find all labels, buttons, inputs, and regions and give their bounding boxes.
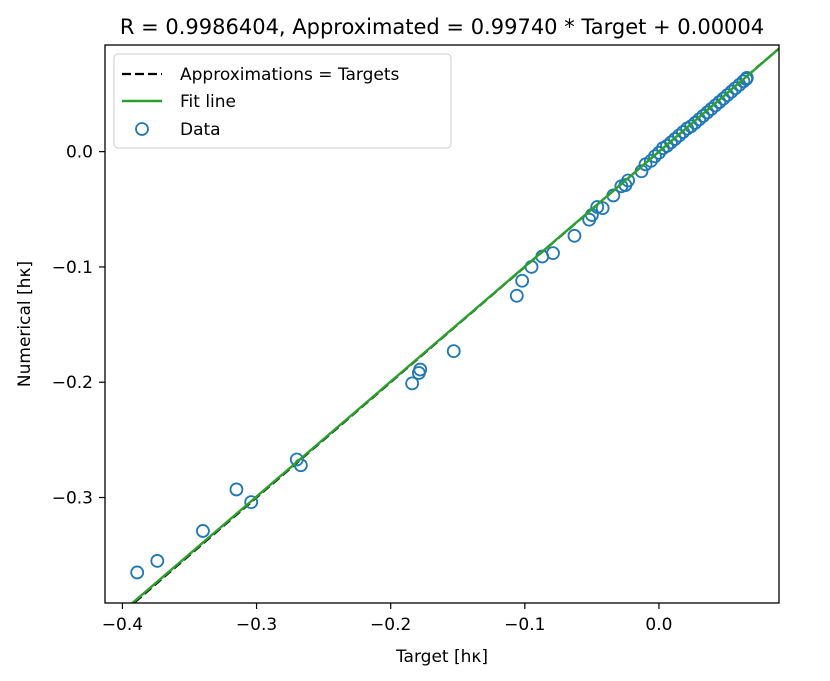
data-point — [546, 246, 560, 260]
data-point — [668, 132, 682, 146]
y-tick-label: −0.2 — [52, 373, 93, 393]
data-point — [652, 145, 666, 160]
data-point — [413, 362, 428, 377]
legend-circle-icon — [135, 122, 149, 136]
data-point — [515, 273, 530, 288]
x-axis-ticks: −0.4 −0.3 −0.2 −0.1 0.0 — [102, 603, 672, 635]
legend: Approximations = Targets Fit line Data — [113, 53, 452, 149]
data-point — [150, 554, 165, 568]
data-point — [720, 88, 735, 103]
x-tick-label: −0.3 — [236, 615, 277, 635]
data-point — [595, 201, 610, 216]
legend-label-identity: Approximations = Targets — [180, 65, 400, 85]
data-point — [736, 74, 751, 89]
data-point — [716, 91, 731, 106]
data-point — [704, 102, 719, 116]
x-tick-label: −0.1 — [504, 615, 545, 635]
data-point — [708, 98, 723, 113]
y-axis-ticks: −0.3 −0.2 −0.1 0.0 — [52, 143, 105, 509]
data-point — [644, 153, 658, 168]
y-tick-label: −0.3 — [52, 489, 93, 509]
data-point — [664, 135, 678, 150]
data-point — [696, 109, 711, 123]
data-point — [405, 376, 420, 391]
plot-content — [130, 47, 779, 603]
x-tick-label: −0.4 — [102, 615, 143, 635]
data-point — [648, 149, 662, 164]
x-tick-label: −0.2 — [370, 615, 411, 635]
data-point — [590, 200, 605, 214]
y-axis-label: Numerical [hκ] — [15, 261, 35, 387]
x-tick-label: 0.0 — [645, 615, 672, 635]
data-point — [712, 95, 727, 109]
data-point — [692, 112, 707, 127]
data-point — [130, 565, 145, 580]
data-point — [739, 70, 754, 85]
data-point — [244, 495, 259, 510]
data-point — [672, 128, 686, 143]
chart-title: R = 0.9986404, Approximated = 0.99740 * … — [120, 15, 764, 39]
y-tick-label: −0.1 — [52, 258, 93, 278]
fit-line — [130, 47, 779, 603]
x-axis-label: Target [hκ] — [395, 647, 488, 667]
data-point — [688, 115, 703, 130]
data-point — [660, 138, 674, 153]
data-point — [684, 119, 699, 134]
data-point — [567, 228, 582, 243]
plot-frame — [104, 44, 780, 604]
data-point — [724, 84, 739, 99]
data-point — [196, 524, 210, 538]
data-point — [446, 344, 461, 358]
legend-box — [113, 53, 452, 149]
data-point — [229, 482, 244, 497]
data-point — [728, 81, 743, 96]
data-point — [700, 105, 715, 120]
legend-label-data: Data — [180, 120, 221, 140]
data-point — [509, 288, 524, 303]
legend-label-fit: Fit line — [180, 92, 236, 112]
data-point — [621, 173, 636, 188]
y-tick-label: 0.0 — [66, 143, 93, 163]
